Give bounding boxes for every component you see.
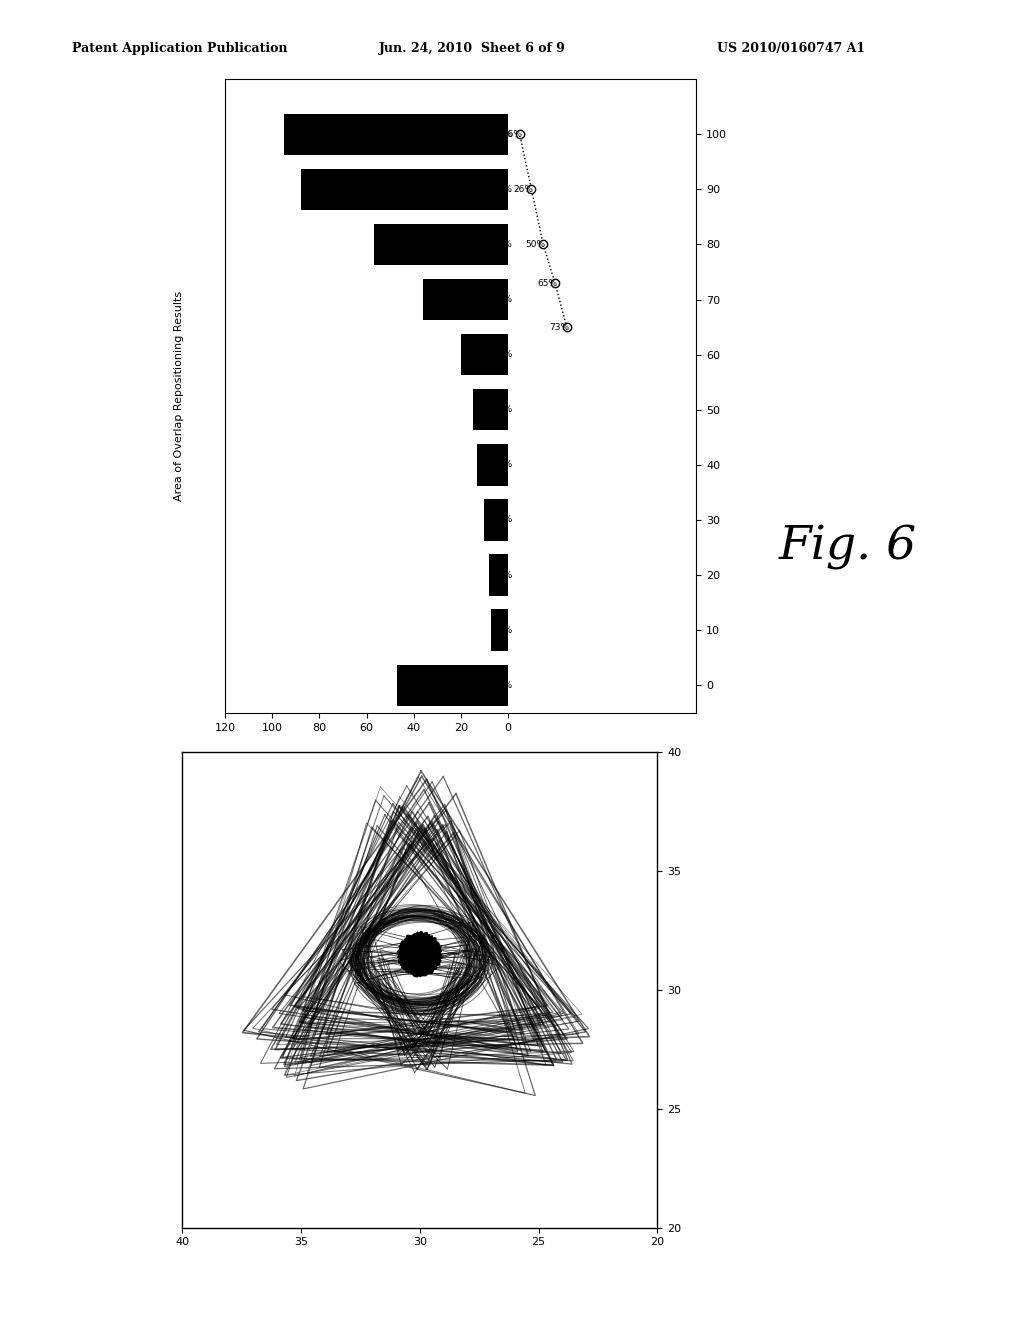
Y-axis label: Area of Overlap Repositioning Results: Area of Overlap Repositioning Results <box>174 290 183 502</box>
Bar <box>477 445 508 486</box>
Bar <box>484 499 508 541</box>
Text: Patent Application Publication: Patent Application Publication <box>72 42 287 55</box>
Bar <box>473 389 508 430</box>
Text: 50%: 50% <box>525 240 546 249</box>
Bar <box>374 224 508 265</box>
Text: 8%: 8% <box>499 350 513 359</box>
Text: 26%: 26% <box>493 129 513 139</box>
Text: 65%: 65% <box>538 279 557 288</box>
Text: 4%: 4% <box>499 461 513 470</box>
Text: 26%: 26% <box>514 185 534 194</box>
Bar <box>461 334 508 375</box>
Text: 4%: 4% <box>499 405 513 414</box>
Polygon shape <box>397 932 442 977</box>
Text: Jun. 24, 2010  Sheet 6 of 9: Jun. 24, 2010 Sheet 6 of 9 <box>379 42 565 55</box>
Text: 73%: 73% <box>549 322 569 331</box>
Text: 26%: 26% <box>502 129 522 139</box>
Bar <box>489 554 508 595</box>
Bar <box>423 279 508 321</box>
Text: 13%: 13% <box>493 681 513 690</box>
Bar <box>397 664 508 706</box>
Bar <box>492 610 508 651</box>
Bar <box>301 169 508 210</box>
Text: 2%: 2% <box>499 626 513 635</box>
Text: 26%: 26% <box>493 185 513 194</box>
Text: 24%: 24% <box>493 240 513 249</box>
Text: 2%: 2% <box>499 570 513 579</box>
Text: 15%: 15% <box>493 296 513 304</box>
Text: US 2010/0160747 A1: US 2010/0160747 A1 <box>717 42 865 55</box>
Bar <box>284 114 508 154</box>
Text: 2%: 2% <box>499 516 513 524</box>
Text: Fig. 6: Fig. 6 <box>778 525 916 570</box>
